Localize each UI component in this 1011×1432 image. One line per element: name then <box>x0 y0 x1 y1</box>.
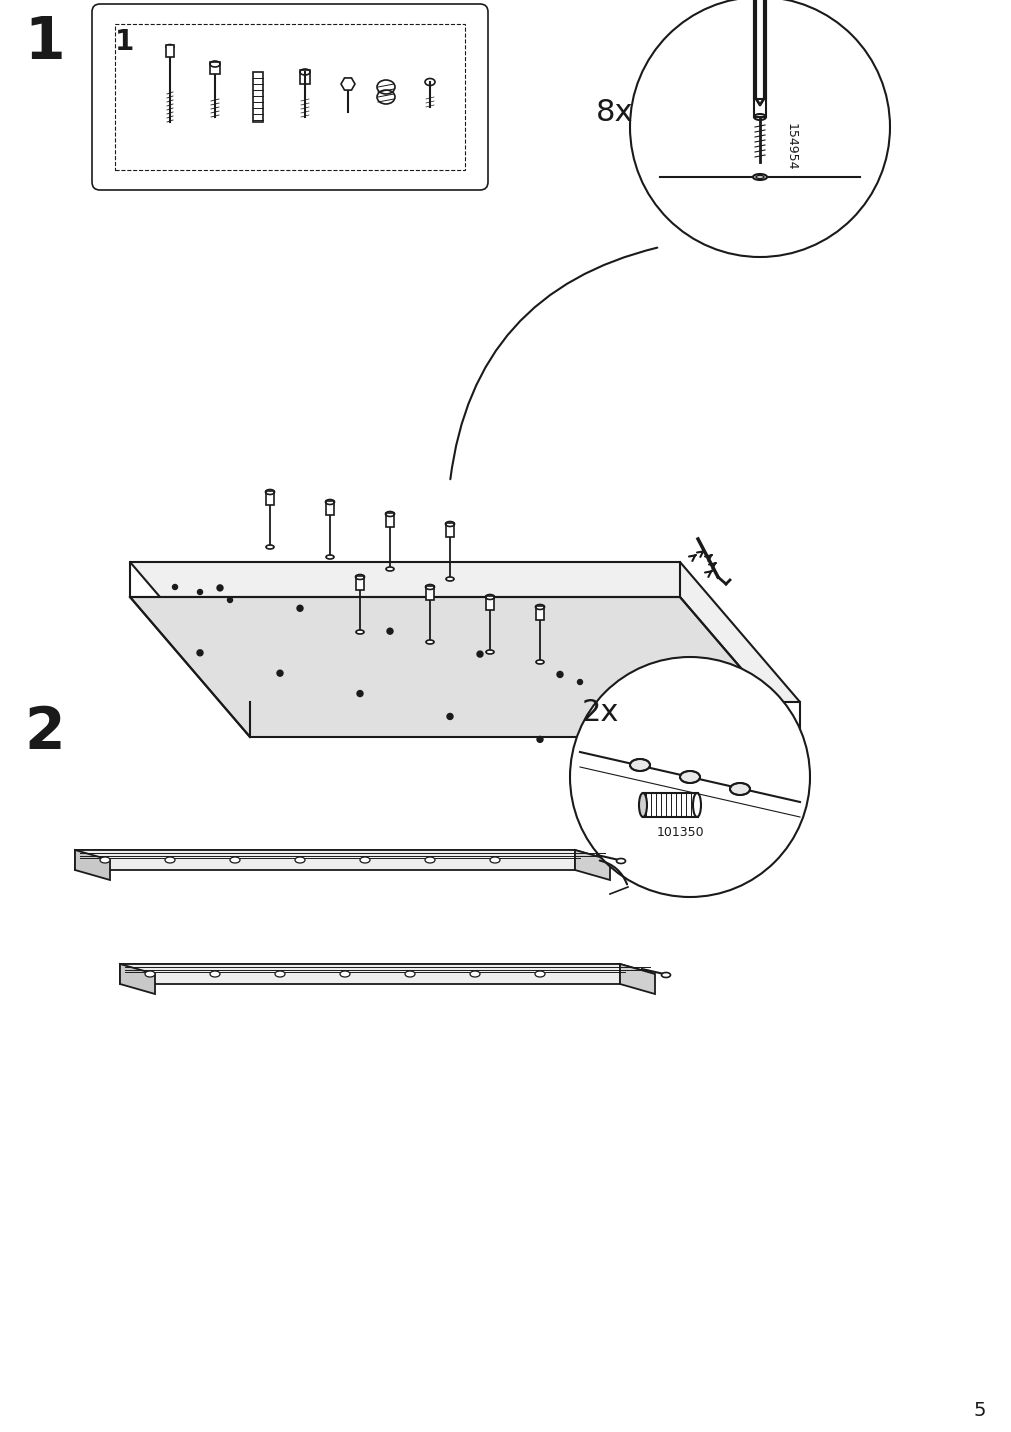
Text: 101350: 101350 <box>655 825 703 839</box>
Ellipse shape <box>489 856 499 863</box>
Polygon shape <box>620 964 654 994</box>
Polygon shape <box>120 964 654 974</box>
Circle shape <box>537 736 543 742</box>
Text: 1: 1 <box>115 29 134 56</box>
Ellipse shape <box>360 856 370 863</box>
Ellipse shape <box>166 44 174 50</box>
Bar <box>385 513 393 527</box>
Ellipse shape <box>100 856 110 863</box>
Circle shape <box>386 629 392 634</box>
Ellipse shape <box>165 856 175 863</box>
Circle shape <box>630 0 889 256</box>
Circle shape <box>569 657 809 896</box>
Bar <box>299 70 309 84</box>
FancyArrowPatch shape <box>450 248 657 480</box>
Ellipse shape <box>229 856 240 863</box>
Circle shape <box>577 680 582 684</box>
Circle shape <box>476 652 482 657</box>
Ellipse shape <box>266 546 274 548</box>
Ellipse shape <box>326 556 334 558</box>
Circle shape <box>607 755 613 760</box>
Bar <box>356 576 364 590</box>
Bar <box>536 606 544 620</box>
Bar <box>166 44 174 57</box>
Circle shape <box>277 670 283 676</box>
Ellipse shape <box>446 577 454 581</box>
Circle shape <box>447 713 453 719</box>
Text: 154954: 154954 <box>785 123 798 170</box>
Bar <box>115 24 464 170</box>
Bar <box>326 501 334 516</box>
Circle shape <box>636 692 642 697</box>
Ellipse shape <box>404 971 415 977</box>
Bar <box>426 586 434 600</box>
Circle shape <box>657 689 662 695</box>
Bar <box>266 491 274 505</box>
Ellipse shape <box>536 660 544 664</box>
Circle shape <box>556 672 562 677</box>
Circle shape <box>172 584 177 590</box>
Ellipse shape <box>275 971 285 977</box>
Polygon shape <box>75 851 610 861</box>
Text: 5: 5 <box>973 1400 986 1419</box>
Circle shape <box>197 590 202 594</box>
Bar <box>210 62 219 74</box>
Polygon shape <box>341 77 355 90</box>
Ellipse shape <box>210 971 219 977</box>
Bar <box>446 523 454 537</box>
Circle shape <box>227 597 233 603</box>
Ellipse shape <box>485 650 493 654</box>
Circle shape <box>216 584 222 591</box>
Text: 1: 1 <box>24 13 66 70</box>
Polygon shape <box>120 964 620 984</box>
Bar <box>753 99 765 117</box>
Text: 2: 2 <box>24 703 66 760</box>
Ellipse shape <box>752 175 766 180</box>
Ellipse shape <box>693 793 701 818</box>
Ellipse shape <box>145 971 155 977</box>
Polygon shape <box>75 851 110 881</box>
Bar <box>253 72 263 122</box>
FancyArrowPatch shape <box>600 861 627 885</box>
Ellipse shape <box>729 783 749 795</box>
Bar <box>485 596 493 610</box>
Ellipse shape <box>630 759 649 770</box>
Text: 2x: 2x <box>580 697 618 726</box>
Polygon shape <box>574 851 610 881</box>
Polygon shape <box>75 851 574 871</box>
Circle shape <box>357 690 363 696</box>
Bar <box>642 793 698 818</box>
Ellipse shape <box>425 856 435 863</box>
Ellipse shape <box>661 972 670 978</box>
Circle shape <box>197 650 203 656</box>
Ellipse shape <box>679 770 700 783</box>
Ellipse shape <box>638 793 646 818</box>
Polygon shape <box>129 561 800 702</box>
FancyBboxPatch shape <box>92 4 487 190</box>
Polygon shape <box>120 964 155 994</box>
Polygon shape <box>129 597 800 737</box>
Ellipse shape <box>385 567 393 571</box>
Ellipse shape <box>295 856 304 863</box>
Ellipse shape <box>356 630 364 634</box>
Circle shape <box>296 606 302 611</box>
Ellipse shape <box>426 640 434 644</box>
Text: 8x: 8x <box>595 97 633 126</box>
Ellipse shape <box>535 971 545 977</box>
Ellipse shape <box>616 859 625 863</box>
Ellipse shape <box>340 971 350 977</box>
Ellipse shape <box>469 971 479 977</box>
Circle shape <box>617 684 622 689</box>
